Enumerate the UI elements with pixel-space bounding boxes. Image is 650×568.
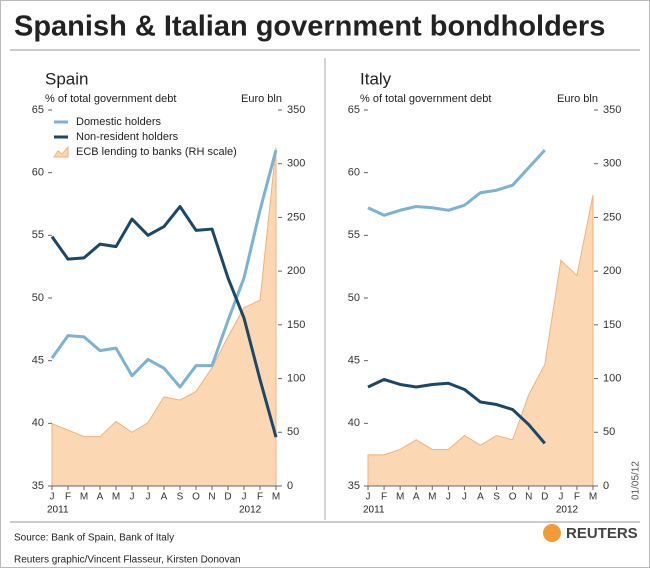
y2-tick-label: 0	[603, 480, 609, 492]
logo-mark	[543, 524, 561, 542]
x-group-label: 2011	[47, 505, 69, 516]
x-tick-label: J	[242, 492, 247, 503]
x-tick-label: M	[80, 492, 88, 503]
series-line	[50, 205, 278, 438]
y-tick-label: 60	[32, 167, 44, 179]
x-tick-label: A	[161, 492, 168, 503]
y2-tick-label: 350	[603, 104, 621, 116]
x-group-label: 2012	[556, 505, 579, 516]
page-title: Spanish & Italian government bondholders	[14, 11, 605, 43]
x-tick-label: J	[446, 492, 451, 503]
y2-tick-label: 100	[287, 372, 305, 384]
y2-tick-label: 250	[603, 211, 621, 223]
x-tick-label: O	[192, 492, 200, 503]
x-tick-label: J	[146, 492, 151, 503]
y-tick-label: 35	[32, 480, 44, 492]
x-tick-label: N	[525, 492, 532, 503]
source: Source: Bank of Spain, Bank of Italy	[14, 533, 174, 544]
y-tick-label: 40	[348, 417, 360, 429]
y2-axis-label: Euro bln	[557, 93, 598, 105]
y-axis-label: % of total government debt	[360, 93, 491, 105]
x-tick-label: N	[208, 492, 215, 503]
x-tick-label: A	[97, 492, 104, 503]
panel-title: Spain	[45, 69, 88, 88]
credit: Reuters graphic/Vincent Flasseur, Kirste…	[14, 555, 241, 566]
y-tick-label: 40	[32, 417, 44, 429]
y2-tick-label: 150	[603, 319, 621, 331]
x-tick-label: F	[574, 492, 580, 503]
y-tick-label: 55	[348, 229, 360, 241]
x-tick-label: J	[366, 492, 371, 503]
x-tick-label: A	[413, 492, 420, 503]
date-stamp: 01/05/12	[631, 461, 642, 500]
series-line	[367, 149, 546, 217]
x-tick-label: M	[396, 492, 404, 503]
y2-tick-label: 100	[603, 372, 621, 384]
y-tick-label: 65	[32, 104, 44, 116]
series-line	[50, 149, 278, 389]
y-tick-label: 65	[348, 104, 360, 116]
x-tick-label: S	[493, 492, 500, 503]
x-tick-label: F	[257, 492, 263, 503]
y2-tick-label: 250	[287, 211, 305, 223]
x-tick-label: J	[462, 492, 467, 503]
y2-tick-label: 0	[287, 480, 293, 492]
x-tick-label: D	[224, 492, 231, 503]
y2-tick-label: 350	[287, 104, 305, 116]
y2-tick-label: 200	[287, 265, 305, 277]
x-tick-label: M	[112, 492, 120, 503]
x-tick-label: O	[509, 492, 517, 503]
x-tick-label: M	[428, 492, 436, 503]
y2-tick-label: 50	[287, 426, 299, 438]
y2-tick-label: 300	[287, 158, 305, 170]
panel-title: Italy	[360, 69, 392, 88]
y-tick-label: 45	[348, 355, 360, 367]
x-tick-label: F	[65, 492, 71, 503]
y2-tick-label: 200	[603, 265, 621, 277]
legend-label: Non-resident holders	[76, 131, 179, 143]
x-tick-label: J	[50, 492, 55, 503]
x-tick-label: J	[558, 492, 563, 503]
y-tick-label: 50	[348, 292, 360, 304]
x-tick-label: S	[177, 492, 184, 503]
x-tick-label: M	[589, 492, 597, 503]
x-tick-label: A	[477, 492, 484, 503]
y2-axis-label: Euro bln	[241, 93, 282, 105]
x-tick-label: F	[381, 492, 387, 503]
y-tick-label: 55	[32, 229, 44, 241]
legend-label: Domestic holders	[76, 116, 161, 128]
ecb-area	[367, 194, 594, 487]
x-tick-label: D	[541, 492, 548, 503]
legend-label: ECB lending to banks (RH scale)	[76, 146, 237, 158]
x-tick-label: M	[272, 492, 280, 503]
x-tick-label: J	[130, 492, 135, 503]
y-tick-label: 60	[348, 167, 360, 179]
series-line	[367, 377, 546, 445]
legend-swatch	[53, 145, 69, 158]
y2-tick-label: 50	[603, 426, 615, 438]
y-tick-label: 45	[32, 355, 44, 367]
x-group-label: 2011	[363, 505, 385, 516]
y-tick-label: 50	[32, 292, 44, 304]
ecb-area	[51, 147, 277, 487]
x-group-label: 2012	[239, 505, 262, 516]
y2-tick-label: 300	[603, 158, 621, 170]
logo: REUTERS	[566, 525, 638, 542]
y-tick-label: 35	[348, 480, 360, 492]
y-axis-label: % of total government debt	[45, 93, 176, 105]
y2-tick-label: 150	[287, 319, 305, 331]
